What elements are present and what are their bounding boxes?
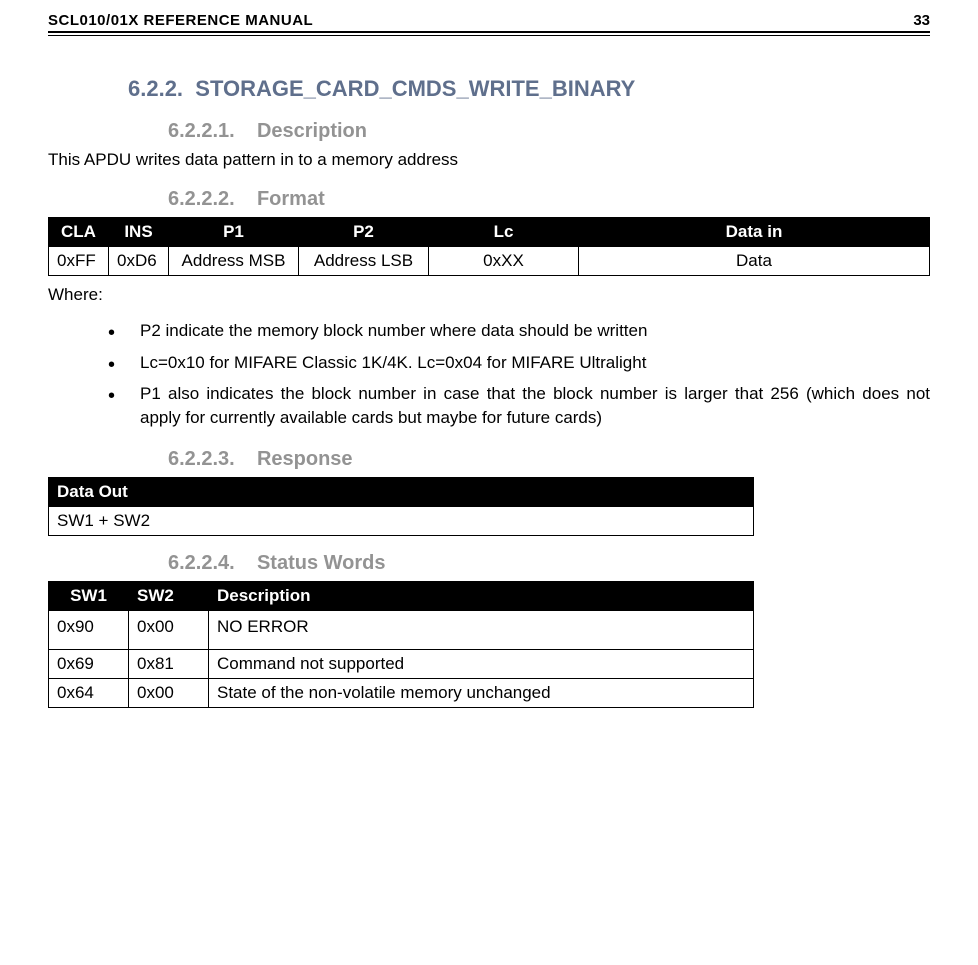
cell-data-out: SW1 + SW2 <box>49 507 754 536</box>
doc-title: SCL010/01X REFERENCE MANUAL <box>48 12 313 29</box>
list-item: P2 indicate the memory block number wher… <box>108 319 930 343</box>
subsection-format: 6.2.2.2. Format <box>168 188 930 211</box>
col-p1: P1 <box>169 217 299 246</box>
cell-sw1: 0x69 <box>49 650 129 679</box>
list-item: Lc=0x10 for MIFARE Classic 1K/4K. Lc=0x0… <box>108 351 930 375</box>
cell-p1: Address MSB <box>169 246 299 275</box>
cell-desc: Command not supported <box>209 650 754 679</box>
header-rule <box>48 35 930 36</box>
cell-ins: 0xD6 <box>109 246 169 275</box>
col-description: Description <box>209 582 754 611</box>
col-cla: CLA <box>49 217 109 246</box>
page-header: SCL010/01X REFERENCE MANUAL 33 <box>48 12 930 33</box>
table-header-row: Data Out <box>49 478 754 507</box>
subsection-number: 6.2.2.2. <box>168 188 235 210</box>
where-label: Where: <box>48 284 930 307</box>
cell-desc: NO ERROR <box>209 611 754 650</box>
subsection-response: 6.2.2.3. Response <box>168 448 930 471</box>
subsection-number: 6.2.2.1. <box>168 120 235 142</box>
cell-cla: 0xFF <box>49 246 109 275</box>
format-table: CLA INS P1 P2 Lc Data in 0xFF 0xD6 Addre… <box>48 217 930 276</box>
table-row: 0x64 0x00 State of the non-volatile memo… <box>49 679 754 708</box>
response-table: Data Out SW1 + SW2 <box>48 477 754 536</box>
col-p2: P2 <box>299 217 429 246</box>
section-title: STORAGE_CARD_CMDS_WRITE_BINARY <box>195 76 635 101</box>
subsection-title: Status Words <box>257 552 386 574</box>
cell-sw1: 0x64 <box>49 679 129 708</box>
cell-sw1: 0x90 <box>49 611 129 650</box>
section-number: 6.2.2. <box>128 76 183 101</box>
col-data-in: Data in <box>579 217 930 246</box>
table-header-row: SW1 SW2 Description <box>49 582 754 611</box>
table-row: 0xFF 0xD6 Address MSB Address LSB 0xXX D… <box>49 246 930 275</box>
description-text: This APDU writes data pattern in to a me… <box>48 149 930 172</box>
subsection-status-words: 6.2.2.4. Status Words <box>168 552 930 575</box>
subsection-number: 6.2.2.4. <box>168 552 235 574</box>
col-data-out: Data Out <box>49 478 754 507</box>
col-sw2: SW2 <box>129 582 209 611</box>
section-heading: 6.2.2. STORAGE_CARD_CMDS_WRITE_BINARY <box>128 76 930 102</box>
page-number: 33 <box>913 12 930 29</box>
subsection-description: 6.2.2.1. Description <box>168 120 930 143</box>
table-row: SW1 + SW2 <box>49 507 754 536</box>
cell-p2: Address LSB <box>299 246 429 275</box>
subsection-title: Description <box>257 120 367 142</box>
subsection-number: 6.2.2.3. <box>168 448 235 470</box>
col-ins: INS <box>109 217 169 246</box>
subsection-title: Format <box>257 188 325 210</box>
col-sw1: SW1 <box>49 582 129 611</box>
table-row: 0x90 0x00 NO ERROR <box>49 611 754 650</box>
col-lc: Lc <box>429 217 579 246</box>
cell-desc: State of the non-volatile memory unchang… <box>209 679 754 708</box>
cell-sw2: 0x81 <box>129 650 209 679</box>
cell-data: Data <box>579 246 930 275</box>
subsection-title: Response <box>257 448 353 470</box>
table-row: 0x69 0x81 Command not supported <box>49 650 754 679</box>
format-notes: P2 indicate the memory block number wher… <box>108 319 930 430</box>
list-item: P1 also indicates the block number in ca… <box>108 382 930 430</box>
status-words-table: SW1 SW2 Description 0x90 0x00 NO ERROR 0… <box>48 581 754 708</box>
cell-sw2: 0x00 <box>129 611 209 650</box>
cell-lc: 0xXX <box>429 246 579 275</box>
cell-sw2: 0x00 <box>129 679 209 708</box>
table-header-row: CLA INS P1 P2 Lc Data in <box>49 217 930 246</box>
